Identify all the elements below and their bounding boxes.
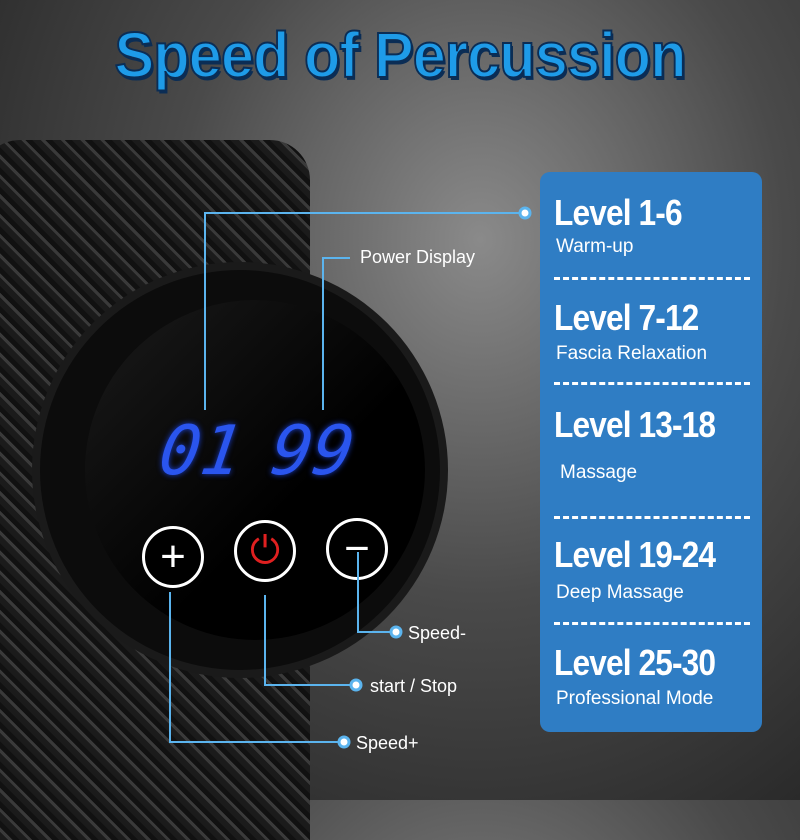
level-desc: Deep Massage	[556, 582, 684, 603]
levels-panel: Level 1-6 Warm-up Level 7-12 Fascia Rela…	[540, 172, 762, 732]
level-title: Level 7-12	[554, 297, 699, 338]
level-title: Level 19-24	[554, 534, 716, 575]
divider	[554, 382, 750, 385]
speed-plus-button[interactable]: +	[142, 526, 204, 588]
power-icon: ⏻	[249, 530, 281, 572]
power-button[interactable]: ⏻	[234, 520, 296, 582]
page-title: Speed of Percussion	[114, 18, 688, 92]
start-stop-label: start / Stop	[370, 676, 458, 696]
level-title: Level 1-6	[554, 192, 683, 233]
level-desc: Fascia Relaxation	[556, 343, 708, 364]
level-title: Level 25-30	[554, 642, 716, 683]
power-display-label: Power Display	[360, 247, 476, 267]
speed-plus-label: Speed+	[356, 733, 419, 753]
divider	[554, 277, 750, 280]
level-desc: Massage	[560, 462, 638, 483]
speed-minus-label: Speed-	[408, 623, 467, 643]
connector-lines	[169, 206, 532, 749]
level-title: Level 13-18	[554, 404, 716, 445]
control-screen	[85, 300, 425, 640]
level-desc: Professional Mode	[556, 688, 714, 709]
level-desc: Warm-up	[556, 236, 634, 257]
divider	[554, 622, 750, 625]
divider	[554, 516, 750, 519]
